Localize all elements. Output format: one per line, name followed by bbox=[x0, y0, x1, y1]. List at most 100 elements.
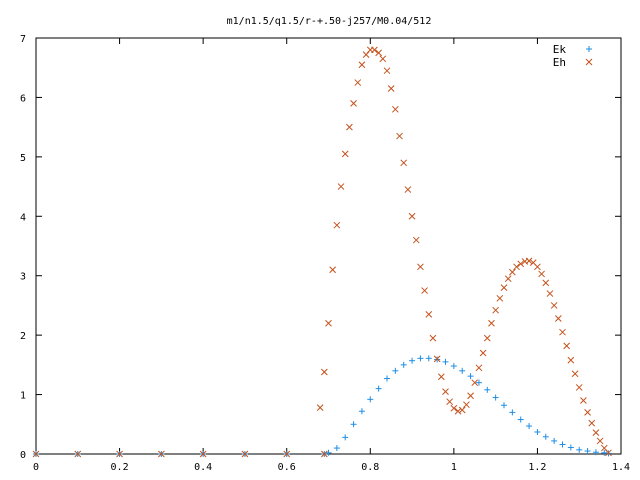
data-point-ek bbox=[342, 434, 349, 441]
data-point-eh bbox=[337, 183, 345, 190]
data-point-eh bbox=[550, 302, 558, 309]
data-point-ek bbox=[492, 394, 499, 401]
data-point-eh bbox=[471, 379, 479, 387]
data-point-ek bbox=[551, 437, 558, 444]
data-point-ek bbox=[509, 409, 516, 416]
data-point-eh bbox=[346, 123, 353, 131]
series-layer bbox=[32, 46, 612, 458]
data-point-eh bbox=[580, 397, 587, 404]
data-point-eh bbox=[592, 429, 600, 436]
x-tick-label: 0.6 bbox=[278, 462, 296, 473]
data-point-eh bbox=[584, 409, 591, 416]
data-point-eh bbox=[458, 406, 466, 414]
data-point-eh bbox=[320, 450, 328, 458]
y-tick-label: 1 bbox=[20, 391, 26, 402]
data-point-ek bbox=[325, 449, 332, 456]
data-point-eh bbox=[379, 55, 387, 63]
data-point-eh bbox=[316, 404, 324, 411]
data-point-ek bbox=[584, 448, 591, 455]
data-point-ek bbox=[567, 444, 574, 451]
data-point-ek bbox=[450, 363, 457, 370]
data-point-eh bbox=[534, 263, 541, 271]
data-point-eh bbox=[421, 287, 428, 294]
y-tick-label: 2 bbox=[20, 331, 26, 342]
data-point-eh bbox=[32, 450, 40, 458]
data-point-eh bbox=[429, 334, 437, 342]
data-point-eh bbox=[341, 150, 349, 158]
data-point-ek bbox=[534, 429, 541, 436]
data-point-ek bbox=[459, 367, 466, 374]
plot-frame bbox=[35, 37, 622, 455]
data-point-eh bbox=[325, 319, 332, 327]
data-point-ek bbox=[417, 355, 424, 362]
data-point-eh bbox=[575, 384, 583, 391]
data-point-eh bbox=[375, 49, 382, 57]
data-point-ek bbox=[526, 423, 533, 430]
data-point-eh bbox=[488, 319, 495, 327]
data-point-eh bbox=[116, 450, 123, 458]
data-point-ek bbox=[475, 379, 482, 386]
data-point-eh bbox=[442, 388, 449, 395]
data-point-eh bbox=[467, 392, 474, 400]
data-point-ek bbox=[367, 396, 374, 403]
series-eh bbox=[32, 46, 612, 458]
data-point-ek bbox=[333, 445, 340, 452]
data-point-eh bbox=[546, 290, 554, 297]
data-point-ek bbox=[425, 355, 432, 362]
data-point-ek bbox=[442, 358, 449, 365]
data-point-eh bbox=[492, 306, 499, 314]
y-tick-label: 0 bbox=[20, 450, 26, 461]
data-point-eh bbox=[517, 260, 525, 268]
x-tick-label: 0.4 bbox=[194, 462, 212, 473]
legend-item-ek: Ek bbox=[553, 43, 592, 56]
data-point-eh bbox=[479, 349, 487, 357]
data-point-eh bbox=[425, 310, 433, 318]
data-point-eh bbox=[596, 437, 604, 445]
data-point-eh bbox=[354, 79, 362, 86]
x-tick-label: 0.8 bbox=[361, 462, 379, 473]
data-point-ek bbox=[409, 357, 416, 364]
data-point-eh bbox=[504, 275, 512, 283]
x-tick-label: 0 bbox=[33, 462, 39, 473]
data-point-eh bbox=[483, 334, 491, 342]
data-point-eh bbox=[387, 85, 395, 92]
axes: 0 0.2 0.4 0.6 0.8 1 1.2 1.4 0 1 2 3 4 5 6 7 bbox=[20, 34, 630, 473]
data-point-eh bbox=[433, 355, 441, 363]
data-point-eh bbox=[241, 450, 249, 458]
data-point-eh bbox=[417, 263, 424, 271]
data-point-eh bbox=[475, 364, 483, 372]
data-point-eh bbox=[437, 373, 445, 381]
data-point-ek bbox=[601, 449, 608, 456]
data-point-ek bbox=[559, 441, 566, 448]
data-point-ek bbox=[467, 373, 474, 380]
data-point-eh bbox=[446, 398, 454, 406]
data-point-eh bbox=[571, 370, 579, 378]
data-point-eh bbox=[371, 46, 378, 54]
data-point-eh bbox=[400, 159, 408, 167]
data-point-eh bbox=[329, 266, 337, 274]
data-point-ek bbox=[484, 386, 491, 393]
legend-item-eh: Eh bbox=[553, 56, 593, 69]
data-point-eh bbox=[358, 61, 366, 69]
data-point-eh bbox=[396, 132, 403, 140]
data-point-ek bbox=[384, 375, 390, 382]
y-tick-label: 5 bbox=[20, 153, 26, 164]
data-point-eh bbox=[542, 279, 550, 287]
data-point-eh bbox=[559, 328, 566, 336]
data-point-eh bbox=[496, 294, 504, 302]
data-point-ek bbox=[350, 421, 357, 428]
data-point-eh bbox=[554, 315, 562, 322]
data-point-eh bbox=[500, 284, 508, 291]
legend-marker-ek bbox=[586, 46, 592, 52]
data-point-eh bbox=[383, 67, 391, 75]
data-point-eh bbox=[283, 450, 291, 458]
x-tick-label: 1.4 bbox=[612, 462, 630, 473]
data-point-eh bbox=[563, 342, 571, 350]
data-point-eh bbox=[509, 268, 516, 276]
data-point-eh bbox=[588, 419, 596, 427]
data-point-ek bbox=[592, 449, 599, 456]
data-point-eh bbox=[605, 449, 612, 457]
y-tick-label: 7 bbox=[20, 34, 26, 45]
